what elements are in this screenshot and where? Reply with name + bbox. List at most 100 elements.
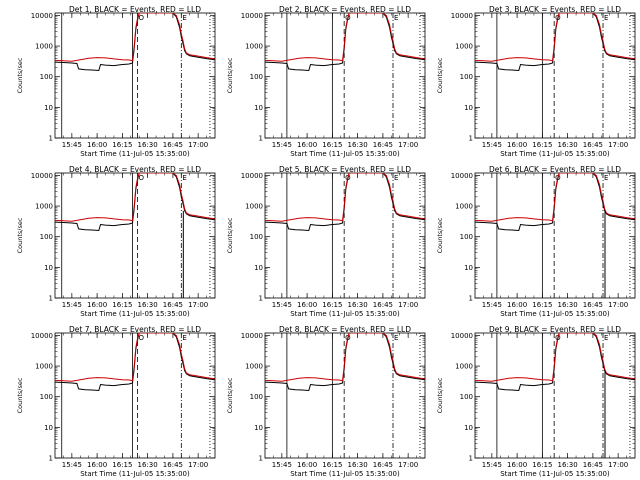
- x-tick-label: 16:45: [583, 141, 603, 149]
- x-tick-label: 16:30: [558, 141, 578, 149]
- x-tick-label: 16:15: [532, 301, 552, 309]
- x-tick-label: 16:15: [322, 141, 342, 149]
- x-tick-label: 16:15: [112, 141, 132, 149]
- x-tick-label: 16:45: [163, 301, 183, 309]
- x-tick-label: 15:45: [272, 301, 292, 309]
- y-axis-label: Counts/sec: [16, 217, 24, 253]
- x-tick-label: 15:45: [62, 141, 82, 149]
- y-axis-label: Counts/sec: [436, 217, 444, 253]
- x-tick-label: 17:00: [398, 301, 418, 309]
- x-tick-label: 17:00: [398, 141, 418, 149]
- lld-series-line: [475, 173, 635, 222]
- x-tick-label: 16:45: [373, 141, 393, 149]
- panel-det-5: Det 5, BLACK = Events, RED = LLD 1 10 100 10…: [226, 165, 426, 318]
- x-axis-label: Start Time (11-Jul-05 15:35:00): [290, 310, 400, 318]
- y-axis-label: Counts/sec: [16, 57, 24, 93]
- plot-frame: [264, 12, 426, 139]
- x-tick-label: 15:45: [482, 461, 502, 469]
- panel-title: Det 7, BLACK = Events, RED = LLD: [69, 325, 201, 334]
- x-tick-label: 17:00: [188, 141, 208, 149]
- y-tick-label: 10000: [451, 172, 473, 180]
- x-axis-label: Start Time (11-Jul-05 15:35:00): [500, 470, 610, 478]
- x-axis-label: Start Time (11-Jul-05 15:35:00): [290, 150, 400, 158]
- x-tick-label: 16:15: [112, 301, 132, 309]
- lld-series-line: [55, 173, 215, 222]
- x-tick-label: 15:45: [62, 301, 82, 309]
- x-tick-label: 16:30: [138, 461, 158, 469]
- x-tick-label: 16:30: [558, 461, 578, 469]
- panel-det-8: Det 8, BLACK = Events, RED = LLD 1 10 100 10…: [226, 325, 426, 478]
- marker-label-e: E: [604, 334, 608, 342]
- x-tick-label: 17:00: [398, 461, 418, 469]
- x-tick-label: 16:00: [87, 301, 107, 309]
- plot-frame: [54, 12, 216, 139]
- marker-label-e: E: [394, 174, 398, 182]
- x-tick-label: 17:00: [188, 461, 208, 469]
- lld-series-line: [265, 13, 425, 62]
- marker-label-e: E: [182, 174, 186, 182]
- x-tick-label: 16:45: [583, 461, 603, 469]
- plot-frame: [474, 12, 636, 139]
- y-tick-label: 1: [259, 455, 263, 463]
- x-tick-label: 16:00: [507, 141, 527, 149]
- y-tick-label: 1: [259, 295, 263, 303]
- y-tick-label: 1000: [35, 363, 53, 371]
- panel-title: Det 9, BLACK = Events, RED = LLD: [489, 325, 621, 334]
- x-tick-label: 17:00: [608, 141, 628, 149]
- y-tick-label: 10000: [31, 172, 53, 180]
- panel-title: Det 3, BLACK = Events, RED = LLD: [489, 5, 621, 14]
- x-tick-label: 16:30: [348, 141, 368, 149]
- marker-label-e: E: [394, 334, 398, 342]
- marker-label-e: E: [182, 14, 186, 22]
- x-axis-label: Start Time (11-Jul-05 15:35:00): [290, 470, 400, 478]
- y-tick-label: 100: [250, 73, 263, 81]
- x-tick-label: 16:00: [297, 141, 317, 149]
- x-tick-label: 16:45: [583, 301, 603, 309]
- x-tick-label: 17:00: [608, 301, 628, 309]
- x-tick-label: 16:00: [297, 301, 317, 309]
- y-tick-label: 1: [49, 455, 53, 463]
- marker-label-e: E: [604, 14, 608, 22]
- y-tick-label: 10: [44, 104, 53, 112]
- x-tick-label: 16:00: [87, 141, 107, 149]
- y-tick-label: 100: [40, 233, 53, 241]
- y-axis-label: Counts/sec: [436, 377, 444, 413]
- y-tick-label: 1000: [455, 43, 473, 51]
- panel-det-4: Det 4, BLACK = Events, RED = LLD 1 10 100 10…: [16, 165, 216, 318]
- y-tick-label: 10000: [241, 332, 263, 340]
- marker-label-e: E: [394, 14, 398, 22]
- y-tick-label: 10: [464, 424, 473, 432]
- y-tick-label: 1000: [245, 43, 263, 51]
- y-tick-label: 1000: [455, 363, 473, 371]
- y-tick-label: 10: [44, 264, 53, 272]
- x-tick-label: 16:45: [163, 461, 183, 469]
- lld-series-line: [265, 333, 425, 382]
- x-tick-label: 17:00: [608, 461, 628, 469]
- y-tick-label: 1000: [245, 203, 263, 211]
- y-tick-label: 10: [464, 104, 473, 112]
- panel-title: Det 4, BLACK = Events, RED = LLD: [69, 165, 201, 174]
- x-tick-label: 16:30: [558, 301, 578, 309]
- x-tick-label: 15:45: [482, 301, 502, 309]
- y-tick-label: 1: [469, 135, 473, 143]
- x-tick-label: 16:00: [507, 301, 527, 309]
- y-tick-label: 10000: [241, 12, 263, 20]
- y-tick-label: 100: [460, 393, 473, 401]
- plot-frame: [264, 332, 426, 459]
- y-tick-label: 1000: [245, 363, 263, 371]
- y-tick-label: 10: [254, 104, 263, 112]
- x-tick-label: 16:15: [532, 461, 552, 469]
- plot-frame: [54, 172, 216, 299]
- y-tick-label: 10: [254, 264, 263, 272]
- y-tick-label: 10000: [31, 12, 53, 20]
- x-tick-label: 16:30: [348, 301, 368, 309]
- x-tick-label: 16:00: [297, 461, 317, 469]
- x-tick-label: 16:15: [322, 461, 342, 469]
- x-axis-label: Start Time (11-Jul-05 15:35:00): [500, 150, 610, 158]
- x-tick-label: 15:45: [272, 461, 292, 469]
- lld-series-line: [265, 173, 425, 222]
- x-tick-label: 17:00: [188, 301, 208, 309]
- x-tick-label: 16:45: [373, 461, 393, 469]
- y-tick-label: 100: [460, 73, 473, 81]
